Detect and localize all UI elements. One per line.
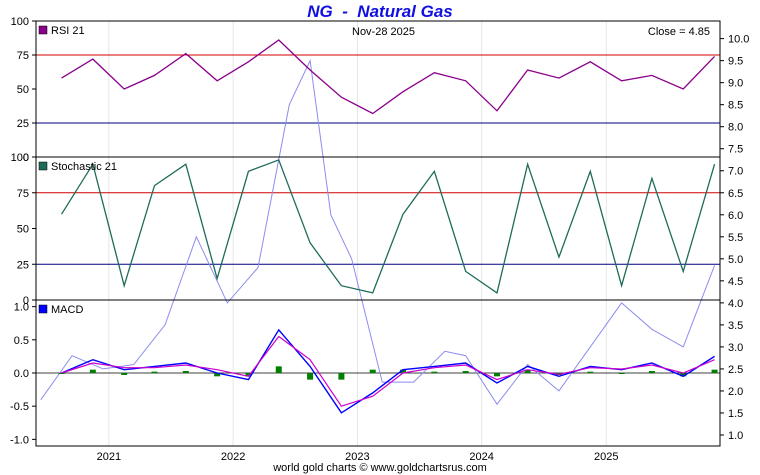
macd-line [61,328,715,414]
macd-legend-swatch [38,304,48,314]
stochastic-legend-label: Stochastic 21 [51,161,117,173]
rsi-axis-tick-label: 100 [11,16,29,28]
x-tick-label: 2025 [594,451,618,463]
macd-axis-tick-label: 0.5 [14,335,29,347]
macd-histogram-bar [431,371,438,373]
macd-histogram-bar [680,373,687,377]
right-axis-tick-label: 1.5 [728,408,743,420]
macd-histogram-bar [121,373,128,375]
macd-histogram-bar [493,373,500,377]
right-axis-tick-label: 1.0 [728,430,743,442]
right-axis-tick-label: 2.0 [728,386,743,398]
right-axis-tick-label: 6.0 [728,210,743,222]
right-axis-tick-label: 2.5 [728,364,743,376]
right-axis-tick-label: 6.5 [728,188,743,200]
right-axis-tick-label: 5.0 [728,254,743,266]
macd-histogram-bar [369,369,376,373]
rsi-legend-label: RSI 21 [51,25,85,37]
rsi-axis-tick-label: 75 [17,50,29,62]
stochastic-axis-tick-label: 25 [17,259,29,271]
macd-histogram-bar [58,373,65,374]
macd-legend-label: MACD [51,304,83,316]
right-axis-tick-label: 9.5 [728,56,743,68]
macd-histogram-bar [338,373,345,380]
macd-histogram-bar [89,369,96,373]
right-axis-tick-label: 8.5 [728,100,743,112]
right-axis-tick-label: 8.0 [728,122,743,134]
plot-frame [35,20,721,447]
right-axis-tick-label: 7.0 [728,166,743,178]
x-tick-label: 2021 [97,451,121,463]
macd-histogram-bar [182,371,189,373]
right-axis-tick-label: 9.0 [728,78,743,90]
date-label: Nov-28 2025 [352,26,415,38]
macd-signal-line [61,335,715,407]
macd-histogram-bar [307,373,314,380]
macd-histogram-bar [618,373,625,374]
rsi-axis-tick-label: 0 [23,152,29,164]
macd-histogram-bar [462,371,469,373]
price-overlay-line [40,58,716,406]
stochastic-axis-tick-label: 0 [23,295,29,307]
macd-axis-tick-label: -1.0 [10,434,29,446]
stochastic-axis-tick-label: 100 [11,152,29,164]
right-axis-tick-label: 4.0 [728,298,743,310]
right-axis-tick-label: 10.0 [728,34,749,46]
right-axis-tick-label: 7.5 [728,144,743,156]
right-axis-tick-label: 3.0 [728,342,743,354]
stochastic-axis-tick-label: 75 [17,188,29,200]
rsi-axis-tick-label: 25 [17,118,29,130]
stochastic-axis-tick-label: 50 [17,224,29,236]
macd-axis-tick-label: 0.0 [14,368,29,380]
footer-credit: world gold charts © www.goldchartsrus.co… [273,462,487,474]
stochastic-legend-swatch [38,161,48,171]
macd-histogram-bar [151,371,158,373]
right-axis-tick-label: 4.5 [728,276,743,288]
macd-histogram-bar [711,369,718,373]
x-tick-label: 2024 [469,451,493,463]
macd-histogram-bar [275,366,282,373]
x-tick-label: 2023 [345,451,369,463]
macd-axis-tick-label: -0.5 [10,401,29,413]
macd-histogram-bar [648,371,655,373]
close-label: Close = 4.85 [648,26,710,38]
stochastic-line [60,159,716,294]
macd-histogram-bar [400,369,407,373]
x-tick-label: 2022 [221,451,245,463]
macd-histogram-bar [587,371,594,373]
macd-histogram-bar [524,369,531,373]
rsi-line [61,39,716,115]
macd-histogram-bar [245,373,252,377]
macd-histogram-bar [214,373,221,377]
rsi-axis-tick-label: 50 [17,84,29,96]
macd-axis-tick-label: 1.0 [14,302,29,314]
right-axis-tick-label: 3.5 [728,320,743,332]
right-axis-tick-label: 5.5 [728,232,743,244]
chart-title: NG - Natural Gas [307,2,453,21]
rsi-legend-swatch [38,25,48,35]
